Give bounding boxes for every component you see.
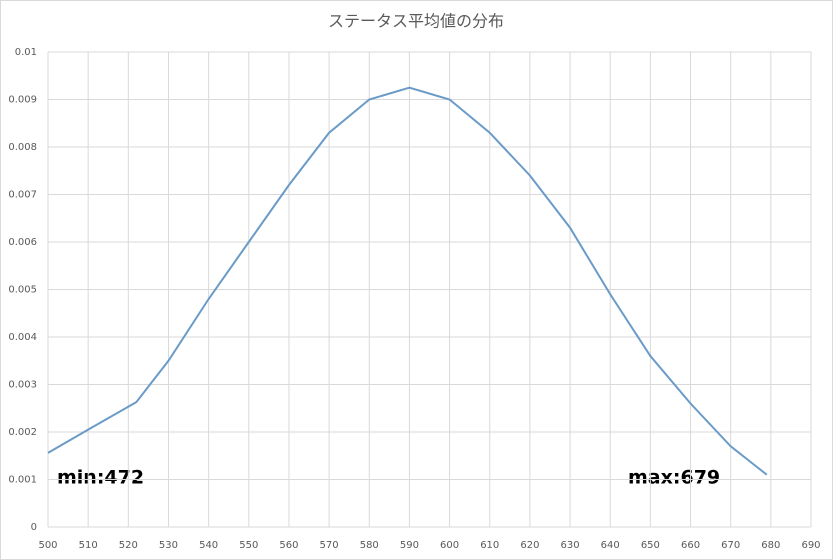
x-tick-label: 610 (480, 540, 499, 551)
y-tick-label: 0.009 (8, 95, 37, 106)
y-tick-label: 0.007 (8, 190, 37, 201)
x-tick-label: 560 (279, 540, 298, 551)
x-tick-label: 540 (199, 540, 218, 551)
x-tick-label: 620 (520, 540, 539, 551)
y-tick-label: 0.01 (15, 47, 37, 58)
y-tick-label: 0.004 (8, 332, 37, 343)
annotation: min:472 (57, 467, 144, 489)
x-tick-label: 630 (561, 540, 580, 551)
x-tick-label: 510 (79, 540, 98, 551)
x-tick-label: 570 (320, 540, 339, 551)
x-tick-label: 550 (239, 540, 258, 551)
x-tick-label: 690 (801, 540, 820, 551)
y-tick-label: 0.001 (8, 475, 37, 486)
y-tick-label: 0.006 (8, 237, 37, 248)
y-tick-label: 0.003 (8, 380, 37, 391)
x-tick-label: 500 (38, 540, 57, 551)
x-tick-label: 680 (761, 540, 780, 551)
y-tick-label: 0.005 (8, 285, 37, 296)
y-tick-label: 0 (31, 522, 37, 533)
x-tick-label: 600 (440, 540, 459, 551)
x-tick-label: 660 (681, 540, 700, 551)
line-series (47, 86, 768, 476)
x-tick-label: 520 (119, 540, 138, 551)
y-tick-label: 0.002 (8, 427, 37, 438)
x-tick-label: 650 (641, 540, 660, 551)
x-tick-label: 580 (360, 540, 379, 551)
chart-title: ステータス平均値の分布 (328, 12, 504, 31)
y-tick-label: 0.008 (8, 142, 37, 153)
x-tick-label: 530 (159, 540, 178, 551)
x-tick-label: 590 (400, 540, 419, 551)
x-tick-label: 670 (721, 540, 740, 551)
x-tick-label: 640 (601, 540, 620, 551)
annotation: max:679 (628, 467, 720, 489)
